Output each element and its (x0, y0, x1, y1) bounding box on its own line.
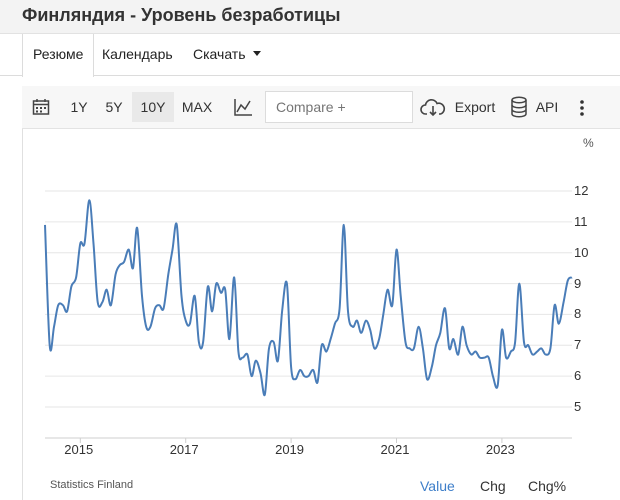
x-tick-label: 2019 (275, 442, 305, 457)
chevron-down-icon (252, 51, 261, 56)
title-bar: Финляндия - Уровень безработицы (0, 0, 620, 34)
change-percent-button[interactable]: Chg% (528, 478, 567, 494)
compare-input[interactable] (265, 91, 413, 123)
x-tick-label: 2021 (380, 442, 410, 457)
range-5y-button[interactable]: 5Y (105, 99, 123, 115)
y-tick-label: 12 (574, 183, 589, 198)
more-vertical-icon[interactable] (579, 99, 585, 117)
x-tick-label: 2017 (169, 442, 199, 457)
tab-calendar[interactable]: Календарь (102, 46, 173, 62)
cloud-download-icon[interactable] (420, 97, 446, 117)
value-button[interactable]: Value (420, 478, 455, 494)
y-tick-label: 11 (574, 213, 588, 229)
data-source: Statistics Finland (50, 479, 134, 491)
tab-summary[interactable]: Резюме (22, 34, 95, 77)
tab-download[interactable]: Скачать (193, 46, 261, 62)
page-title: Финляндия - Уровень безработицы (22, 5, 341, 25)
y-axis-unit: % (583, 136, 594, 150)
api-button[interactable]: API (535, 99, 559, 115)
line-chart-icon[interactable] (233, 97, 253, 117)
y-tick-label: 8 (574, 306, 582, 322)
y-tick-label: 6 (574, 368, 582, 384)
tab-bar: Резюме Календарь Скачать (0, 34, 620, 77)
y-tick-label: 7 (574, 337, 582, 353)
y-tick-label: 9 (574, 275, 582, 291)
change-button[interactable]: Chg (480, 478, 506, 494)
chart-toolbar: 1Y 5Y 10Y MAX Export API (22, 86, 620, 129)
y-tick-label: 10 (574, 244, 589, 260)
range-1y-button[interactable]: 1Y (70, 99, 88, 115)
export-button[interactable]: Export (454, 99, 496, 115)
x-tick-label: 2015 (64, 442, 94, 457)
y-tick-label: 5 (574, 399, 582, 414)
range-max-button[interactable]: MAX (181, 99, 213, 115)
tab-download-label: Скачать (193, 46, 246, 62)
range-10y-button[interactable]: 10Y (132, 92, 174, 122)
x-tick-label: 2023 (485, 442, 515, 457)
database-icon[interactable] (510, 96, 528, 118)
calendar-icon[interactable] (32, 98, 50, 116)
unemployment-series-line (44, 199, 573, 397)
